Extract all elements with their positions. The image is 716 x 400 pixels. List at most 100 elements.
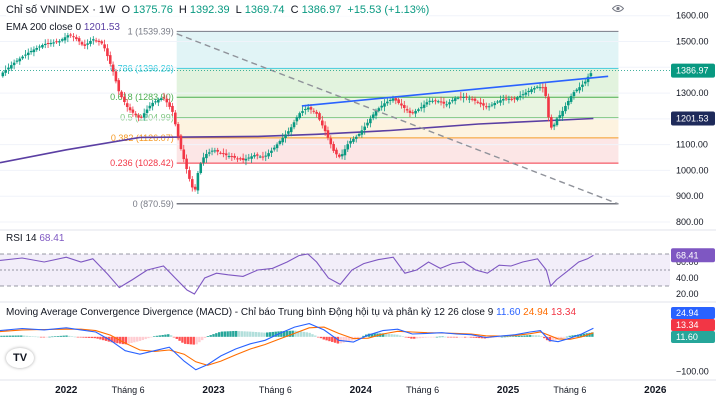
candle-body	[400, 103, 403, 106]
candle-body	[233, 155, 236, 158]
candle-body	[431, 100, 434, 102]
candle-body	[578, 87, 581, 91]
candle-body	[516, 97, 519, 100]
candle-body	[72, 36, 75, 38]
macd-histogram-bar	[254, 332, 258, 337]
rsi-band-fill	[0, 254, 670, 286]
candle-body	[504, 98, 508, 100]
macd-histogram-bar	[305, 332, 309, 337]
macd-histogram-bar	[280, 331, 283, 337]
candle-body	[289, 127, 293, 133]
time-tick-label: 2026	[644, 385, 667, 396]
candle-body	[487, 106, 491, 108]
candle-body	[29, 50, 33, 53]
candle-body	[236, 158, 239, 160]
candle-body	[86, 43, 89, 45]
macd-histogram-bar	[384, 333, 388, 337]
fib-level-label: 0.786 (1396.26)	[110, 63, 174, 73]
macd-histogram-bar	[62, 335, 65, 337]
macd-histogram-bar	[232, 331, 235, 337]
candle-body	[255, 154, 259, 156]
time-tick-label: 2022	[55, 385, 78, 396]
candle-body	[58, 41, 61, 43]
eye-icon[interactable]	[612, 4, 624, 13]
candle-body	[315, 111, 318, 114]
close-label: C	[290, 4, 299, 16]
candle-body	[41, 45, 44, 48]
candle-body	[352, 138, 355, 142]
macd-histogram-bar	[51, 336, 54, 338]
time-tick-label: 2025	[497, 385, 520, 396]
candle-body	[63, 37, 67, 41]
macd-histogram-bar	[540, 336, 543, 337]
macd-histogram-bar	[543, 336, 546, 339]
macd-histogram-bar	[348, 336, 351, 342]
macd-histogram-bar	[560, 336, 563, 339]
candle-body	[476, 101, 480, 103]
macd-histogram-bar	[497, 336, 501, 338]
ema-200-series	[0, 117, 594, 164]
macd-histogram-bar	[249, 331, 252, 337]
macd-histogram-bar	[554, 336, 557, 341]
macd-histogram-bar	[37, 336, 40, 338]
rsi-legend[interactable]: RSI 14 68.41	[6, 233, 65, 244]
candle-body	[134, 113, 138, 116]
candle-body	[145, 109, 149, 113]
macd-histogram-bar	[523, 335, 526, 337]
macd-histogram-bar	[152, 336, 156, 337]
macd-histogram-bar	[475, 336, 478, 338]
candle-body	[354, 136, 358, 139]
macd-histogram-bar	[135, 336, 139, 342]
macd-histogram-bar	[68, 335, 71, 337]
candle-body	[275, 144, 279, 149]
open-value: 1375.76	[133, 4, 173, 16]
candle-body	[179, 135, 183, 150]
macd-histogram-bar	[398, 335, 402, 337]
candle-body	[281, 137, 285, 143]
candle-body	[7, 67, 10, 70]
tradingview-logo[interactable]: TV	[6, 348, 34, 368]
macd-histogram-bar	[548, 336, 552, 342]
macd-histogram-bar	[45, 336, 48, 338]
macd-histogram-bar	[285, 330, 289, 337]
signal-value-badge: 11.60	[676, 332, 698, 342]
candle-body	[21, 56, 24, 59]
candle-body	[380, 105, 383, 108]
price-tick-label: 900.00	[676, 191, 704, 201]
signal-value-badge-bg	[671, 331, 715, 343]
candle-body	[213, 150, 217, 152]
candle-body	[207, 152, 211, 154]
symbol-title[interactable]: Chỉ số VNINDEX · 1W	[6, 4, 116, 16]
macd-legend[interactable]: Moving Average Convergence Divergence (M…	[6, 307, 577, 318]
macd-histogram-bar	[520, 335, 523, 337]
macd-histogram-bar	[469, 336, 472, 338]
macd-histogram-bar	[410, 336, 413, 339]
candle-body	[572, 92, 576, 97]
macd-histogram-bar	[282, 331, 286, 337]
high-value: 1392.39	[189, 4, 230, 16]
macd-histogram-bar	[424, 336, 427, 338]
macd-histogram-bar	[455, 336, 458, 338]
candle-body	[581, 84, 584, 87]
macd-histogram-bar	[73, 336, 77, 338]
candle-body	[326, 130, 330, 138]
macd-histogram-bar	[480, 336, 484, 339]
rising-trend-line	[301, 75, 609, 107]
macd-histogram-bar	[90, 336, 94, 339]
fib-level-label: 1 (1539.39)	[128, 26, 174, 36]
macd-histogram-bar	[438, 336, 441, 338]
time-axis[interactable]: 2022 Tháng 6 2023 Tháng 6 2024 Tháng 6 2025 Thá…	[0, 379, 716, 396]
macd-histogram-bar	[551, 336, 554, 341]
candle-body	[459, 96, 463, 98]
candle-body	[544, 86, 547, 96]
candle-body	[185, 158, 188, 169]
macd-histogram-bar	[116, 336, 119, 344]
candle-body	[518, 95, 522, 98]
macd-histogram-bar	[17, 335, 20, 337]
macd-histogram-bar	[452, 336, 456, 338]
macd-histogram-bar	[31, 336, 34, 337]
candle-body	[1, 72, 5, 77]
ema-legend[interactable]: EMA 200 close 0 1201.53	[6, 22, 120, 33]
